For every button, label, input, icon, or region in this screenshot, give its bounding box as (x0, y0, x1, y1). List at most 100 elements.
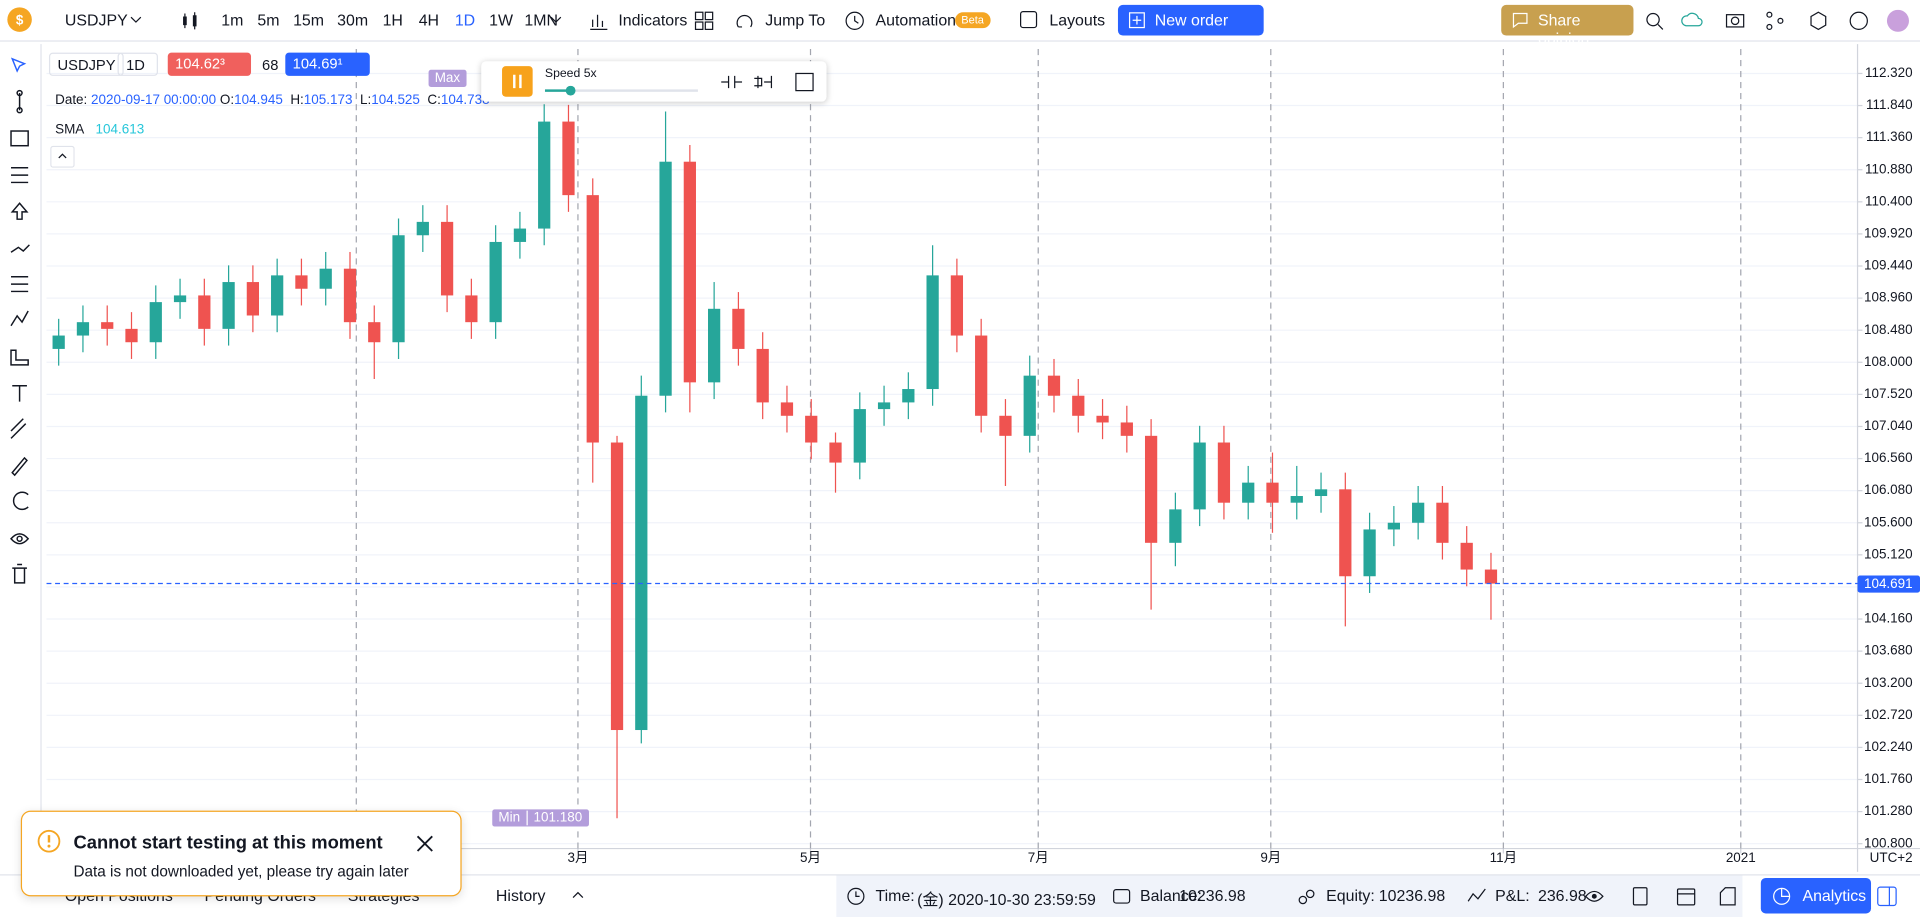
timeframe[interactable]: 1MN (524, 11, 559, 30)
legend-interval[interactable]: 1D (117, 52, 158, 76)
collapse-legend[interactable] (50, 145, 75, 168)
jump-icon[interactable] (733, 10, 755, 32)
open-value: 104.945 (234, 93, 283, 108)
y-tick-label: 102.720 (1864, 707, 1913, 722)
candle-body (756, 348, 769, 403)
timeframe[interactable]: 1W (489, 11, 514, 30)
min-badge: Min 101.180 (492, 809, 589, 827)
top-toolbar: $ USDJPY 1m 5m 15m 30m 1H 4H 1D 1W 1MN Indicator… (0, 0, 1920, 48)
open-label: O: (219, 93, 235, 108)
account-info: Time: (金) 2020-10-30 23:59:59 Balance: 1… (836, 875, 1743, 917)
candle-body (465, 295, 478, 323)
candle-body (975, 335, 988, 416)
drawing-toolbar (0, 44, 42, 877)
y-tick-label: 108.480 (1864, 322, 1913, 337)
timeframe[interactable]: 1H (382, 11, 403, 30)
replay-controls[interactable] (720, 70, 818, 94)
legend-symbol[interactable]: USDJPY (48, 52, 125, 76)
automation-button[interactable]: Automation (875, 11, 957, 30)
candle-body (101, 322, 114, 329)
symbol[interactable]: USDJPY (64, 11, 128, 30)
candle-body (999, 415, 1012, 436)
layouts-button[interactable]: Layouts (1049, 11, 1106, 30)
y-tick-label: 107.520 (1864, 386, 1913, 401)
y-tick-label: 102.240 (1864, 739, 1913, 754)
spread: 68 (262, 56, 279, 74)
sell-button[interactable]: 104.62³ (167, 52, 252, 76)
y-tick-label: 105.120 (1864, 546, 1913, 561)
candle-body (1242, 482, 1255, 503)
replay-speed: Speed 5x (544, 67, 597, 81)
candle-body (708, 308, 721, 383)
analytics-label: Analytics (1802, 886, 1867, 905)
timeframe[interactable]: 1D (454, 11, 476, 30)
candle-body (902, 389, 915, 403)
buy-button[interactable]: 104.69¹ (285, 52, 370, 76)
candle-body (853, 409, 866, 463)
layout-toggle[interactable] (1876, 885, 1898, 907)
timeframe[interactable]: 15m (293, 11, 325, 30)
candle-body (950, 275, 964, 336)
candle-body (1193, 442, 1206, 510)
candle-body (1339, 489, 1352, 577)
analytics-button[interactable]: Analytics (1760, 877, 1872, 914)
candle-body (1266, 482, 1279, 503)
toast-close[interactable] (415, 834, 435, 854)
pause-button[interactable] (502, 66, 533, 97)
candle-body (1460, 542, 1473, 570)
min-label: Min (492, 810, 528, 826)
timezone: UTC+2 (1870, 850, 1913, 865)
timeframes: 1m 5m 15m 30m 1H 4H 1D 1W 1MN (214, 11, 563, 29)
balance-value: 10236.98 (1179, 886, 1246, 905)
templates-icon[interactable] (693, 10, 715, 32)
logo[interactable]: $ (6, 6, 33, 33)
hide-pnl[interactable] (1584, 888, 1604, 905)
price-axis-bg (1857, 44, 1920, 875)
x-tick-label: 7月 (1028, 850, 1049, 865)
share-opinion-button[interactable]: Share opinion (1501, 4, 1634, 48)
timeframe[interactable]: 1m (221, 11, 244, 30)
indicators-icon[interactable] (588, 10, 610, 32)
chevron[interactable] (550, 13, 562, 25)
timeframe[interactable]: 4H (418, 11, 440, 30)
y-tick-label: 110.400 (1865, 193, 1913, 208)
candle-body (877, 402, 891, 410)
tab[interactable]: History (495, 886, 546, 905)
candle-body (246, 282, 260, 316)
y-tick-label: 109.440 (1864, 258, 1913, 273)
drawing-tools[interactable] (0, 44, 40, 877)
candle-body (1023, 375, 1036, 436)
share-opinion-label: Share opinion (1537, 11, 1590, 48)
indicators-button[interactable]: Indicators (618, 11, 688, 30)
candle-body (1047, 375, 1061, 396)
candle-body (1072, 395, 1085, 416)
new-order-button[interactable]: New order (1117, 4, 1264, 36)
low-value: 104.525 (371, 93, 420, 108)
timeframe[interactable]: 5m (257, 11, 280, 30)
automation-icon[interactable] (844, 10, 866, 32)
y-tick-label: 107.040 (1864, 418, 1913, 433)
candle-body (805, 415, 818, 443)
candle-body (1387, 522, 1400, 530)
speed-slider[interactable] (544, 85, 698, 96)
candle-body (173, 295, 187, 303)
chevron[interactable] (130, 13, 142, 25)
layouts-checkbox[interactable] (1019, 10, 1039, 30)
timeframe[interactable]: 30m (337, 11, 369, 30)
jump-to-button[interactable]: Jump To (765, 11, 826, 30)
panel-icons[interactable] (1630, 885, 1740, 907)
y-tick-label: 108.000 (1864, 354, 1913, 369)
candle-body (76, 322, 90, 336)
y-tick-label: 104.160 (1864, 611, 1913, 626)
min-value: 101.180 (533, 810, 583, 826)
expand-panel[interactable] (571, 888, 586, 903)
y-tick-label: 101.760 (1864, 771, 1913, 786)
candle-body (271, 275, 284, 316)
right-icons[interactable] (1643, 9, 1912, 32)
y-tick-label: 100.800 (1864, 835, 1913, 850)
close-value: 104.738 (440, 93, 490, 108)
sma-value: 104.613 (95, 122, 145, 138)
chart-type-icon[interactable] (180, 10, 202, 32)
candle-body (1484, 569, 1498, 584)
candle-body (538, 121, 551, 229)
